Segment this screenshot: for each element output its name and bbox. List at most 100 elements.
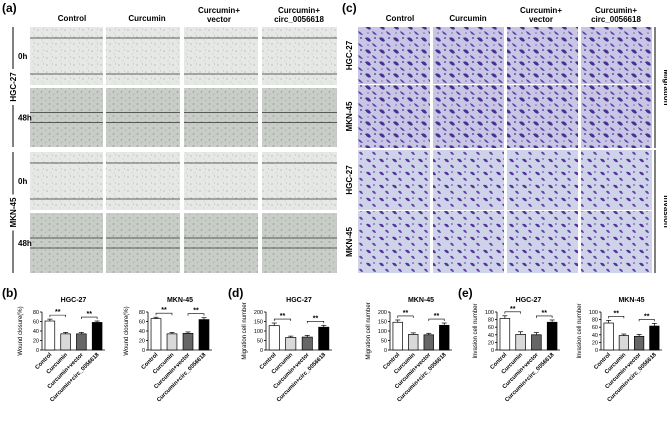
wound-image — [262, 152, 337, 210]
y-tick-label: 40 — [592, 333, 598, 339]
y-axis-label: Invasion cell number — [577, 303, 583, 358]
bar — [285, 337, 297, 351]
wound-image — [262, 88, 337, 147]
bar — [91, 322, 103, 351]
panel-label: (d) — [228, 286, 243, 300]
wound-image — [30, 27, 103, 85]
cell-line-label: MKN-45 — [345, 227, 354, 257]
y-tick-label: 80 — [488, 318, 494, 324]
chart-title: MKN-45 — [618, 297, 644, 304]
bar — [44, 320, 56, 351]
y-tick-label: 200 — [378, 310, 387, 316]
significance-bracket — [536, 315, 553, 318]
bar — [515, 334, 526, 351]
y-axis-label: Migration cell number — [366, 302, 372, 359]
bar — [318, 326, 330, 351]
significance-bracket — [428, 318, 445, 322]
column-header: circ_0056618 — [591, 15, 641, 24]
wound-image — [262, 213, 337, 273]
significance-bracket — [273, 318, 292, 322]
panel-a: (a)Control CurcuminCurcumin+vectorCurcumi… — [2, 1, 337, 273]
column-header: Control — [386, 14, 414, 23]
y-tick-label: 0 — [595, 348, 598, 354]
y-tick-label: 40 — [33, 329, 39, 335]
y-tick-label: 20 — [33, 339, 39, 345]
significance-label: ** — [313, 315, 319, 322]
column-header: Control — [58, 14, 86, 23]
y-tick-label: 0 — [36, 348, 39, 354]
significance-label: ** — [510, 306, 516, 313]
y-axis-label: Invasion cell number — [473, 303, 479, 358]
assay-label: Invasion — [662, 195, 667, 228]
y-tick-label: 0 — [142, 348, 145, 354]
bar — [301, 336, 313, 351]
time-label: 48h — [18, 239, 32, 248]
error-bar — [201, 317, 207, 320]
transwell-image — [358, 150, 430, 210]
significance-label: ** — [280, 313, 286, 320]
bar — [76, 333, 87, 351]
y-tick-label: 20 — [592, 340, 598, 346]
significance-bracket — [504, 311, 521, 314]
error-bar — [426, 332, 432, 335]
transwell-image — [581, 27, 652, 84]
significance-label: ** — [161, 307, 167, 314]
significance-label: ** — [193, 308, 199, 315]
significance-bracket — [49, 314, 66, 318]
wound-image — [262, 27, 337, 85]
error-bar — [78, 332, 84, 334]
y-tick-label: 150 — [378, 320, 387, 326]
transwell-image — [507, 150, 578, 210]
y-tick-label: 80 — [139, 310, 145, 316]
y-tick-label: 100 — [254, 329, 263, 335]
bar — [618, 335, 629, 351]
significance-bracket — [81, 316, 98, 320]
y-tick-label: 50 — [257, 339, 263, 345]
transwell-image — [358, 27, 430, 84]
y-tick-label: 60 — [33, 320, 39, 326]
chart-title: HGC-27 — [61, 297, 87, 304]
column-header: Curcumin+ — [278, 6, 320, 15]
time-label: 48h — [18, 114, 32, 123]
significance-label: ** — [87, 311, 93, 318]
panel-label: (e) — [458, 286, 473, 300]
wound-image — [30, 152, 103, 210]
cell-line-label: HGC-27 — [345, 165, 354, 195]
error-bar — [153, 316, 159, 319]
cell-line-label: MKN-45 — [345, 101, 354, 131]
bar — [649, 325, 660, 351]
significance-bracket — [608, 316, 625, 319]
error-bar — [651, 323, 657, 327]
wound-image — [106, 88, 180, 147]
chart-title: MKN-45 — [167, 297, 193, 304]
bar — [603, 322, 614, 351]
transwell-image — [507, 211, 578, 273]
y-tick-label: 40 — [139, 329, 145, 335]
y-tick-label: 60 — [592, 325, 598, 331]
y-tick-label: 40 — [488, 333, 494, 339]
transwell-image — [507, 27, 578, 84]
error-bar — [549, 319, 555, 323]
error-bar — [410, 332, 416, 335]
significance-bracket — [155, 312, 173, 316]
bar — [166, 333, 178, 351]
significance-label: ** — [542, 310, 548, 317]
column-header: Curcumin — [128, 14, 165, 23]
significance-label: ** — [434, 313, 440, 320]
y-tick-label: 50 — [381, 339, 387, 345]
transwell-image — [581, 150, 652, 210]
transwell-image — [433, 211, 504, 273]
bar — [546, 321, 558, 351]
significance-bracket — [187, 313, 205, 316]
column-header: Curcumin+ — [595, 6, 637, 15]
y-axis-label: Wound closure(%) — [124, 306, 130, 355]
y-tick-label: 80 — [33, 310, 39, 316]
wound-image — [106, 213, 180, 273]
cell-line-label: HGC-27 — [9, 72, 18, 102]
y-tick-label: 20 — [488, 340, 494, 346]
y-tick-label: 0 — [260, 348, 263, 354]
significance-bracket — [306, 321, 325, 324]
error-bar — [94, 320, 100, 323]
